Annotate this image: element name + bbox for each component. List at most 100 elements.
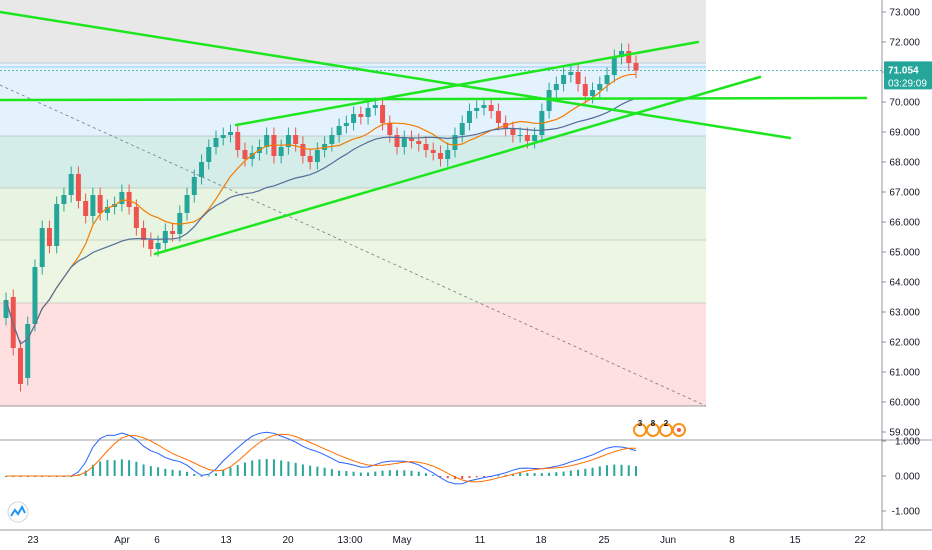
price-tick-label: 61.000 [889, 368, 920, 379]
candle-body[interactable] [488, 105, 494, 111]
price-tick-label: 65.000 [889, 248, 920, 259]
price-axis[interactable]: 59.000 60.000 61.000 62.000 63.000 64.000 65.0… [0, 0, 932, 530]
macd-histogram-bar [243, 462, 246, 476]
candle-body[interactable] [264, 135, 270, 147]
candle-body[interactable] [83, 201, 89, 216]
candle-body[interactable] [423, 144, 429, 150]
candle-body[interactable] [633, 63, 639, 71]
candle-body[interactable] [336, 126, 342, 135]
candle-body[interactable] [437, 153, 443, 159]
candle-body[interactable] [510, 129, 516, 135]
overlay: 71.054 03:29:09 3 8 2 [7, 61, 932, 523]
candle-body[interactable] [495, 111, 501, 123]
candle-body[interactable] [329, 135, 335, 144]
candle-body[interactable] [242, 150, 248, 159]
candle-body[interactable] [54, 204, 60, 246]
candle-body[interactable] [61, 195, 67, 204]
candle-body[interactable] [459, 123, 465, 135]
trendline[interactable] [0, 96, 868, 102]
candle-body[interactable] [372, 105, 378, 108]
candle-body[interactable] [474, 108, 480, 111]
candle-body[interactable] [575, 72, 581, 84]
candle-body[interactable] [235, 132, 241, 150]
candle-body[interactable] [46, 228, 52, 246]
candle-body[interactable] [155, 243, 161, 249]
candle-body[interactable] [582, 84, 588, 96]
candle-body[interactable] [590, 90, 596, 96]
candle-body[interactable] [32, 267, 38, 324]
macd-histogram-bar [280, 460, 283, 476]
candle-body[interactable] [394, 135, 400, 147]
candle-body[interactable] [213, 138, 219, 147]
trendline[interactable] [153, 75, 762, 256]
candle-body[interactable] [97, 195, 103, 213]
candle-body[interactable] [220, 135, 226, 138]
candle-body[interactable] [206, 147, 212, 162]
candle-body[interactable] [227, 132, 233, 135]
candle-body[interactable] [466, 111, 472, 123]
candle-body[interactable] [351, 114, 357, 123]
candle-body[interactable] [191, 177, 197, 195]
candle-body[interactable] [293, 135, 299, 144]
candle-body[interactable] [199, 162, 205, 177]
trendline[interactable] [234, 40, 700, 127]
candle-body[interactable] [401, 138, 407, 147]
candles[interactable] [3, 43, 639, 392]
candle-body[interactable] [568, 72, 574, 75]
candle-body[interactable] [307, 156, 313, 162]
candle-body[interactable] [532, 135, 538, 141]
candle-body[interactable] [387, 123, 393, 135]
macd-pane[interactable]: 1.000 0.000 -1.000 [5, 431, 920, 518]
candle-body[interactable] [365, 108, 371, 117]
candle-body[interactable] [380, 105, 386, 123]
candle-body[interactable] [162, 231, 168, 243]
candle-body[interactable] [343, 123, 349, 126]
candle-body[interactable] [561, 75, 567, 84]
candle-body[interactable] [452, 135, 458, 150]
candle-body[interactable] [553, 84, 559, 90]
price-tick-label: 68.000 [889, 158, 920, 169]
time-axis[interactable]: 23 Apr 6 13 20 13:00 May 11 18 25 Jun 8 15 22 [0, 529, 932, 546]
candle-body[interactable] [611, 57, 617, 75]
candle-body[interactable] [481, 105, 487, 108]
candle-body[interactable] [184, 195, 190, 213]
candle-body[interactable] [524, 135, 530, 141]
macd-histogram-bar [352, 471, 355, 476]
candle-body[interactable] [285, 135, 291, 147]
candle-body[interactable] [416, 141, 422, 144]
candle-body[interactable] [3, 300, 9, 318]
candle-body[interactable] [300, 144, 306, 156]
macd-histogram-bar [251, 460, 254, 476]
candle-body[interactable] [314, 150, 320, 162]
candle-body[interactable] [358, 114, 364, 117]
trendline[interactable] [0, 10, 792, 140]
price-tick-label: 60.000 [889, 398, 920, 409]
candle-body[interactable] [517, 135, 523, 136]
candle-body[interactable] [430, 150, 436, 153]
candle-body[interactable] [604, 75, 610, 84]
candle-body[interactable] [90, 195, 96, 216]
candle-body[interactable] [104, 207, 110, 213]
candle-body[interactable] [619, 51, 625, 57]
candle-body[interactable] [597, 84, 603, 90]
candle-body[interactable] [119, 192, 125, 204]
candle-body[interactable] [626, 51, 632, 63]
candle-body[interactable] [170, 231, 176, 234]
candle-body[interactable] [17, 348, 23, 384]
candle-body[interactable] [126, 192, 132, 207]
candle-body[interactable] [68, 174, 74, 195]
trendlines[interactable] [0, 10, 868, 256]
macd-histogram-bar [200, 475, 203, 477]
candle-body[interactable] [445, 150, 451, 159]
candle-body[interactable] [278, 147, 284, 156]
candle-body[interactable] [148, 240, 154, 249]
candle-body[interactable] [249, 153, 255, 159]
candle-body[interactable] [409, 138, 415, 141]
candle-body[interactable] [25, 324, 31, 378]
candle-body[interactable] [133, 207, 139, 228]
candle-body[interactable] [75, 174, 81, 201]
candle-body[interactable] [39, 228, 45, 267]
candle-body[interactable] [141, 228, 147, 240]
